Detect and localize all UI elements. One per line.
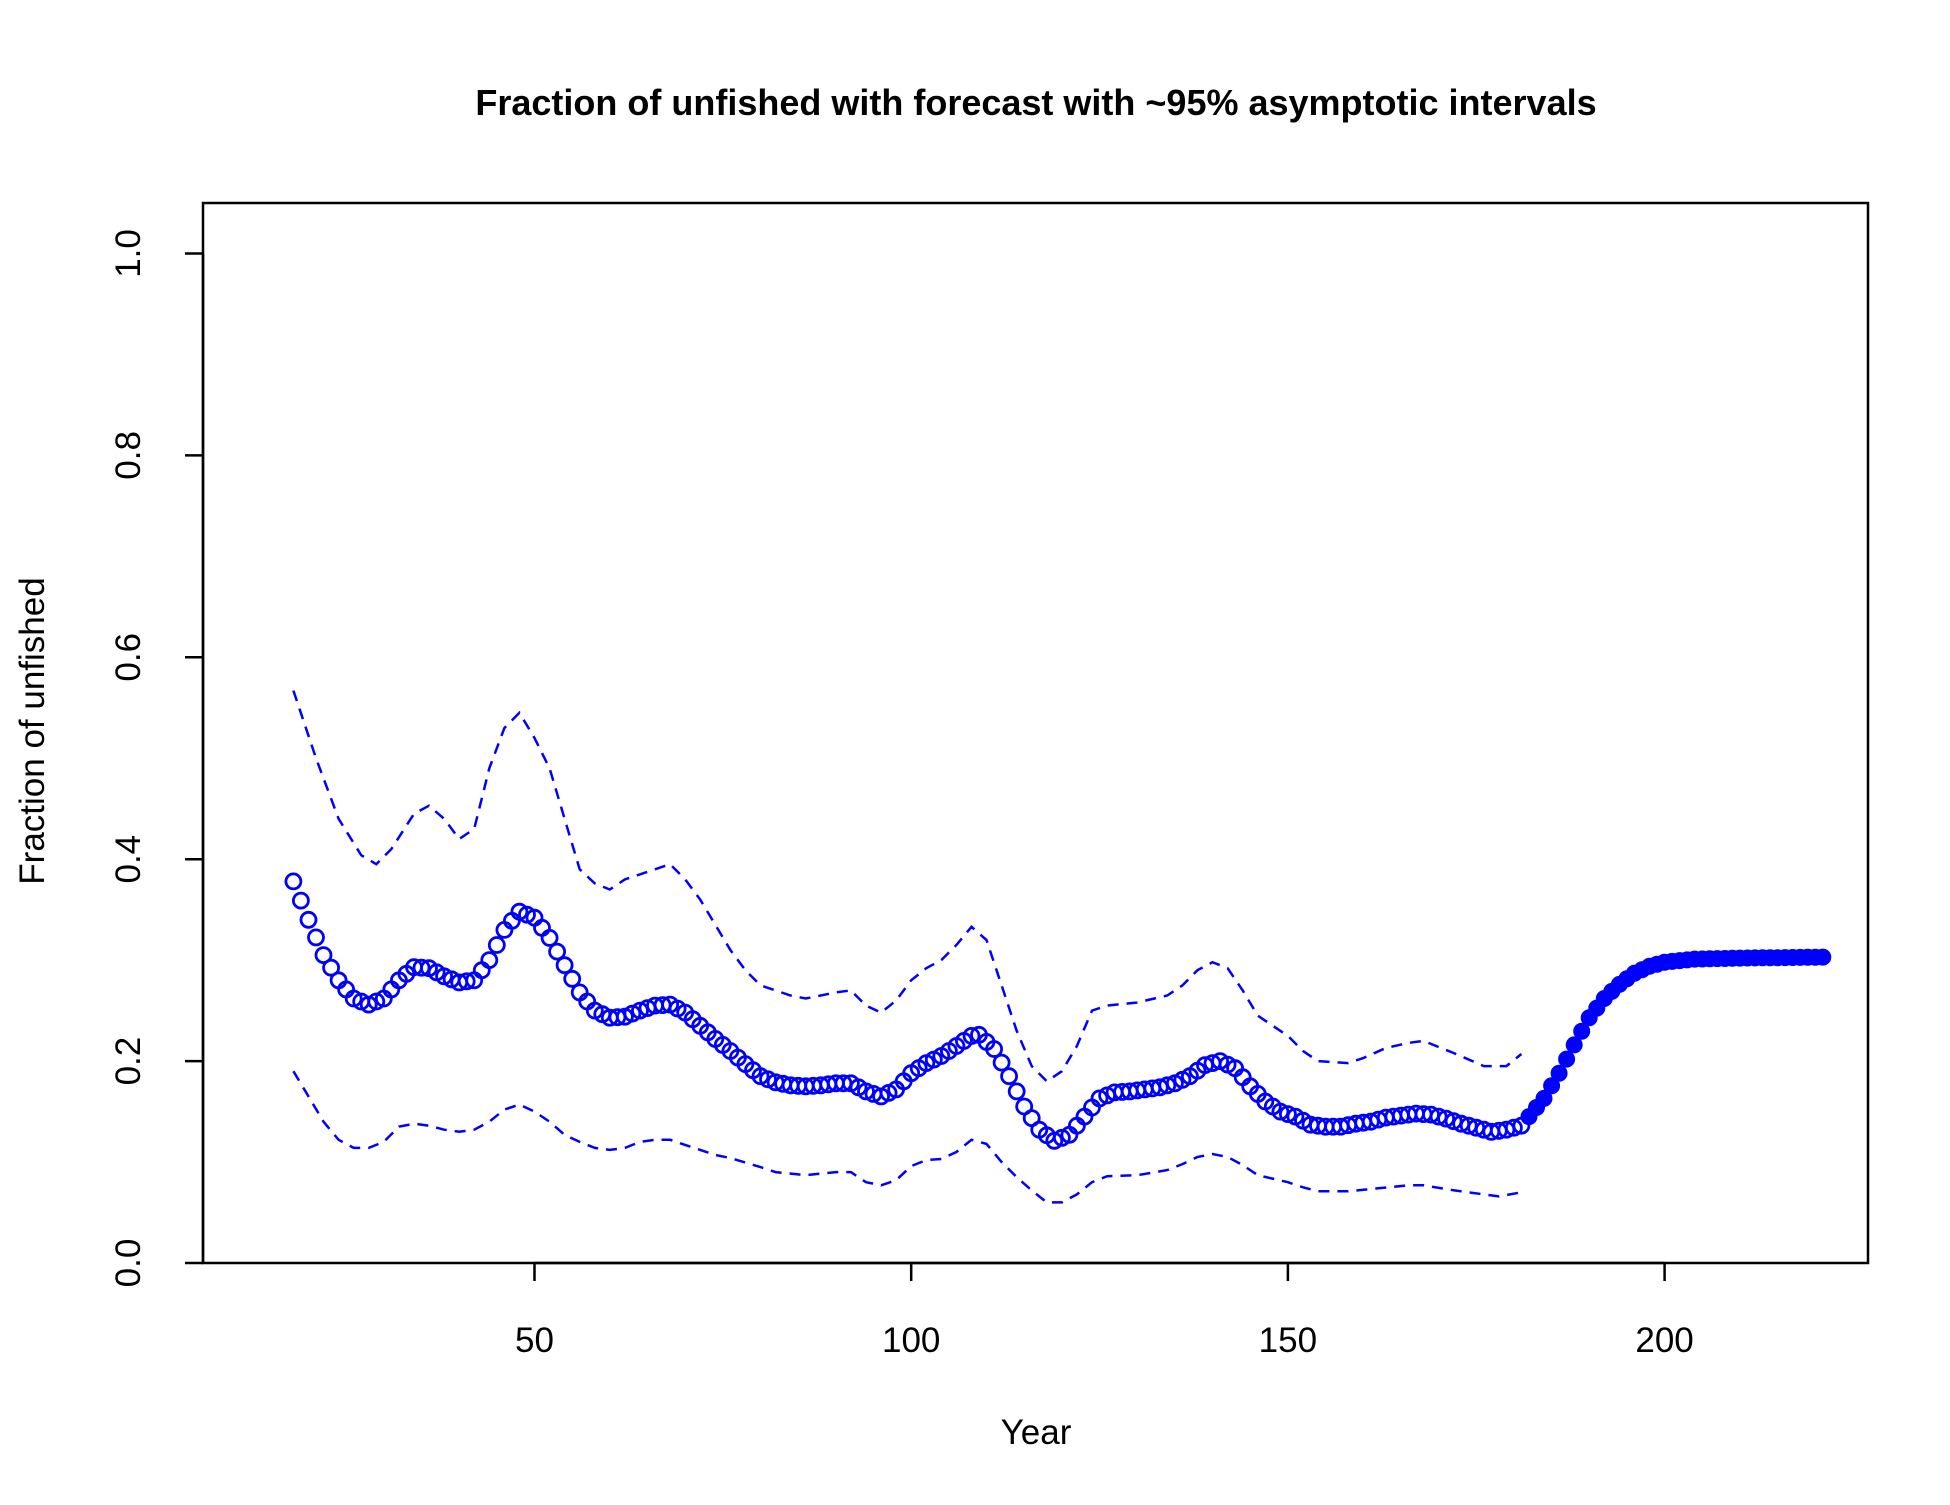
estimate-points [284,872,1832,1150]
x-axis-label: Year [1001,1413,1072,1452]
plot-frame [201,201,1870,1265]
estimate-point [322,958,341,977]
estimate-point [857,1082,875,1101]
estimate-point [1505,1118,1523,1137]
x-tick-label: 100 [882,1321,940,1360]
forecast-point [1550,1064,1568,1082]
y-tick-label: 0.4 [109,835,148,884]
estimate-point [985,1040,1003,1058]
lower-ci-line [292,1070,1522,1204]
estimate-point [480,951,499,969]
estimate-point [1437,1109,1455,1128]
y-tick-label: 0.2 [109,1037,148,1086]
upper-ci-line [292,690,1523,1083]
estimate-point [631,1001,649,1020]
estimate-point [1007,1082,1026,1101]
estimate-point [284,872,303,891]
estimate-point [1158,1076,1177,1095]
estimate-point [1279,1105,1297,1123]
forecast-point [1565,1036,1583,1054]
forecast-point [1543,1077,1561,1095]
estimate-point [555,956,574,975]
y-tick-label: 0.8 [109,431,148,480]
forecast-point [1558,1050,1576,1068]
chart-title: Fraction of unfished with forecast with … [475,82,1596,123]
estimate-point [291,891,310,910]
estimate-point [1000,1067,1018,1086]
y-tick-label: 1.0 [109,229,148,278]
y-tick-label: 0.6 [109,633,148,682]
y-tick-label: 0.0 [109,1239,148,1288]
x-tick-label: 50 [515,1321,554,1360]
forecast-point [1535,1089,1553,1107]
estimate-point [563,969,582,988]
estimate-point [487,936,506,954]
estimate-point [992,1053,1011,1072]
estimate-point [299,910,318,929]
x-tick-label: 150 [1259,1321,1317,1360]
forecast-point [1814,948,1832,966]
x-tick-label: 200 [1635,1321,1693,1360]
estimate-point [314,946,333,964]
estimate-point [548,942,566,961]
confidence-interval-lines [292,690,1523,1204]
estimate-point [307,928,325,947]
estimate-point [457,972,476,991]
estimate-point [962,1027,981,1045]
y-axis-label: Fraction of unfished [13,577,52,884]
forecast-point [1573,1022,1591,1040]
estimate-point [1271,1102,1290,1121]
estimate-point [540,929,559,947]
